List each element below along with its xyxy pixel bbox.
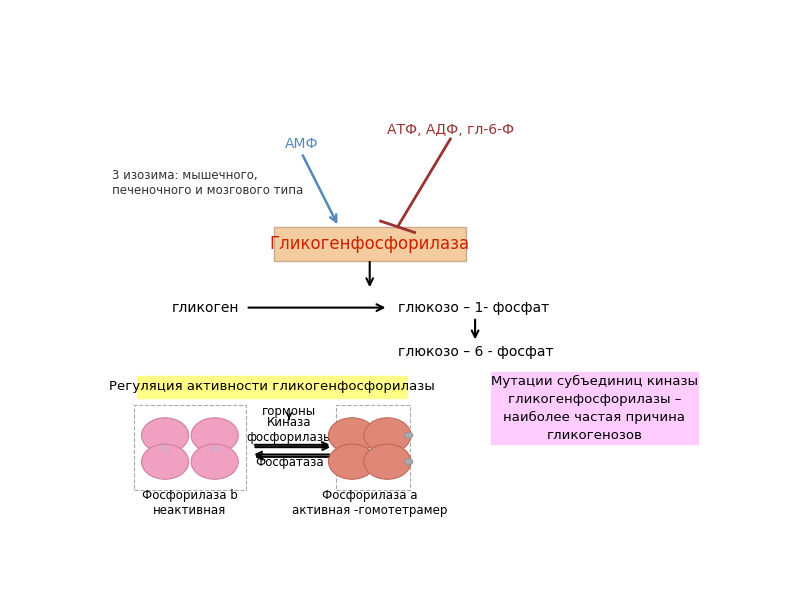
Text: 3 изозима: мышечного,
печеночного и мозгового типа: 3 изозима: мышечного, печеночного и мозг…	[112, 169, 304, 197]
Text: Фосфорилаза b
неактивная: Фосфорилаза b неактивная	[142, 488, 238, 517]
Text: Регуляция активности гликогенфосфорилазы: Регуляция активности гликогенфосфорилазы	[109, 380, 435, 393]
Text: АМФ: АМФ	[285, 137, 318, 151]
Text: гормоны: гормоны	[262, 405, 316, 418]
Text: Гликогенфосфорилаза: Гликогенфосфорилаза	[270, 235, 470, 253]
Circle shape	[329, 444, 375, 479]
Text: гликоген: гликоген	[172, 301, 239, 314]
Circle shape	[404, 458, 413, 465]
FancyBboxPatch shape	[490, 372, 698, 444]
Circle shape	[329, 418, 375, 453]
FancyBboxPatch shape	[274, 227, 466, 262]
Circle shape	[142, 418, 189, 453]
Text: Мутации субъединиц киназы
гликогенфосфорилазы –
наиболее частая причина
гликоген: Мутации субъединиц киназы гликогенфосфор…	[491, 374, 698, 442]
Circle shape	[191, 444, 238, 479]
Circle shape	[142, 444, 189, 479]
FancyBboxPatch shape	[138, 376, 407, 398]
Text: Фосфорилаза а
активная -гомотетрамер: Фосфорилаза а активная -гомотетрамер	[292, 488, 447, 517]
Circle shape	[364, 444, 411, 479]
Text: Киназа
фосфорилазы: Киназа фосфорилазы	[246, 416, 332, 444]
Circle shape	[191, 418, 238, 453]
Text: АТФ, АДФ, гл-6-Ф: АТФ, АДФ, гл-6-Ф	[386, 123, 514, 137]
Circle shape	[211, 446, 218, 451]
Circle shape	[404, 432, 413, 439]
Text: глюкозо – 6 - фосфат: глюкозо – 6 - фосфат	[398, 344, 553, 359]
Text: Фосфатаза: Фосфатаза	[254, 456, 323, 469]
Circle shape	[364, 418, 411, 453]
Circle shape	[162, 446, 169, 451]
Text: глюкозо – 1- фосфат: глюкозо – 1- фосфат	[398, 301, 549, 314]
